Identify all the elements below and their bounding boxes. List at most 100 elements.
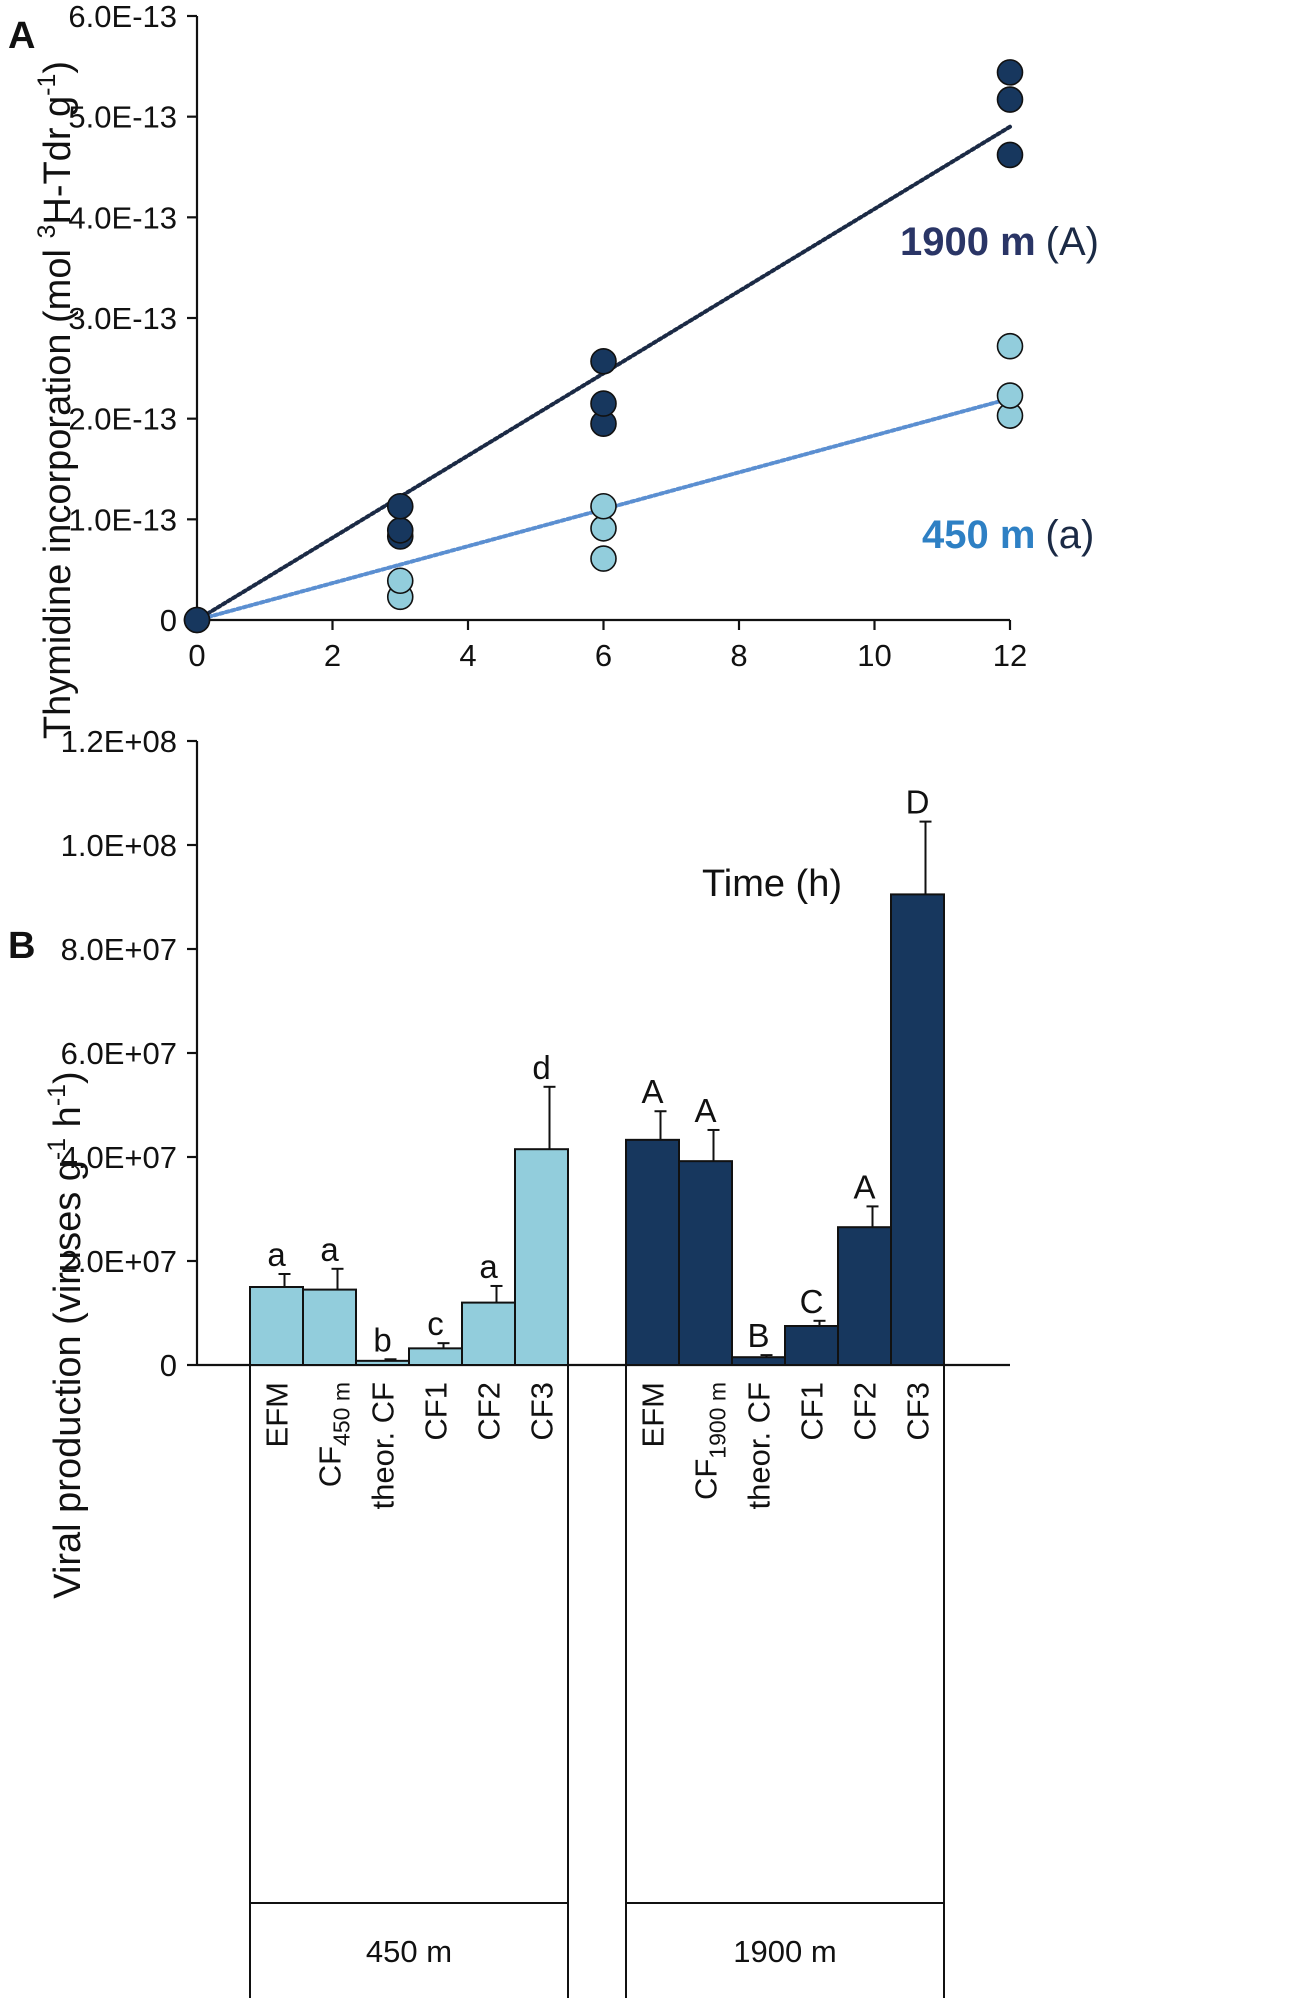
significance-letter: B [747, 1317, 769, 1354]
series-1900m-point [996, 141, 1024, 169]
bar-450m-5 [461, 1301, 516, 1366]
significance-letter: c [427, 1305, 444, 1342]
bar-450m-1 [249, 1286, 304, 1366]
panel-a-x-tick-label: 0 [188, 638, 205, 673]
panel-a-y-title-sup1: 3 [33, 225, 61, 239]
category-label: theor. CF [742, 1382, 777, 1510]
category-label: CF2 [472, 1382, 507, 1441]
bar-450m-6 [514, 1148, 569, 1366]
group-label: 1900 m [733, 1934, 836, 1969]
panel-a-x-tick-label: 12 [993, 638, 1027, 673]
panel-b-bar-chart: B 0 2.0E+07 4.0E+07 6.0E+07 8.0E+07 1.0E+08 1.… [8, 724, 1010, 1998]
series-1900m-point [386, 517, 414, 544]
series-1900m-points [183, 59, 1024, 634]
panel-a-x-tick-label: 8 [730, 638, 747, 673]
panel-a-x-tick-label: 10 [857, 638, 891, 673]
series-450m-point [996, 332, 1024, 360]
panel-a-y-title-end: ) [37, 61, 79, 74]
panel-a-y-title-main: Thymidine incorporation (mol [37, 239, 79, 740]
panel-b-y-tick-label: 1.0E+08 [61, 828, 177, 863]
category-label: theor. CF [366, 1382, 401, 1510]
panel-a-y-title-mid: H-Tdr g [37, 96, 79, 225]
panel-b-y-tick-label: 8.0E+07 [61, 932, 177, 967]
panel-b-y-axis-title: Viral production (viruses g-1 h-1) [43, 1071, 89, 1598]
bar-450m-2 [302, 1288, 357, 1366]
significance-letter: b [373, 1321, 391, 1358]
category-label: CF2 [848, 1382, 883, 1441]
category-label: CF1 [419, 1382, 454, 1441]
significance-letter: a [267, 1236, 286, 1273]
panel-a-y-ticks: 0 1.0E-13 2.0E-13 3.0E-13 4.0E-13 5.0E-13 6.0E… [68, 0, 197, 638]
category-label: CF3 [901, 1382, 936, 1441]
panel-b-letter: B [8, 925, 35, 967]
significance-letter: A [694, 1092, 716, 1129]
panel-b-y-title-sup2: -1 [43, 1084, 71, 1106]
panel-b-y-title-mid: h [47, 1106, 89, 1138]
panel-a-scatter-chart: A 0 1.0E-13 2.0E-13 3.0E-13 4.0E-13 5.0E-13 6.… [8, 0, 1099, 905]
panel-a-y-tick-label: 4.0E-13 [68, 200, 177, 235]
panel-b-y-tick-label: 2.0E+07 [61, 1244, 177, 1279]
category-label: CF3 [525, 1382, 560, 1441]
panel-b-y-title-sup1: -1 [43, 1138, 71, 1160]
panel-a-x-tick-label: 2 [324, 638, 341, 673]
bar-1900m-5 [837, 1226, 892, 1366]
significance-letter: A [853, 1168, 875, 1205]
significance-letter: d [532, 1049, 550, 1086]
panel-b-y-tick-label: 0 [160, 1348, 177, 1383]
panel-b-bars [249, 893, 945, 1367]
panel-a-y-axis-title: Thymidine incorporation (mol 3H-Tdr g-1) [33, 61, 79, 739]
category-label: EFM [636, 1382, 671, 1447]
panel-b-group-brackets: 450 m 1900 m [249, 1365, 945, 1998]
bar-450m-4 [408, 1347, 463, 1366]
panel-b-y-tick-label: 6.0E+07 [61, 1036, 177, 1071]
series-1900m-significance: (A) [1046, 220, 1099, 264]
panel-a-x-axis-title: Time (h) [702, 863, 842, 905]
series-1900m-name: 1900 m [900, 220, 1036, 264]
panel-a-y-tick-label: 3.0E-13 [68, 301, 177, 336]
panel-b-category-labels: EFM CF450 m theor. CF CF1 CF2 CF3 EFM CF1900 m t… [260, 1382, 936, 1510]
series-450m-label: 450 m (a) [922, 513, 1094, 557]
panel-a-letter: A [8, 15, 35, 57]
series-1900m-point [590, 390, 617, 417]
panel-a-y-title-sup2: -1 [33, 74, 61, 96]
panel-a-y-tick-label: 0 [160, 603, 177, 638]
category-label: CF1 [795, 1382, 830, 1441]
significance-letter: A [641, 1073, 663, 1110]
panel-a-y-tick-label: 1.0E-13 [68, 502, 177, 537]
panel-b-y-tick-label: 4.0E+07 [61, 1140, 177, 1175]
bar-1900m-1 [625, 1138, 680, 1366]
series-450m-point [590, 545, 617, 572]
series-450m-significance: (a) [1045, 513, 1094, 557]
group-label: 450 m [366, 1934, 452, 1969]
panel-a-x-ticks: 0 2 4 6 8 10 12 [188, 620, 1027, 673]
significance-letter: D [906, 784, 930, 821]
category-label: EFM [260, 1382, 295, 1447]
series-450m-point [996, 382, 1024, 409]
panel-b-y-title-end: ) [47, 1071, 89, 1084]
series-450m-point [386, 567, 414, 595]
series-450m-point [590, 515, 617, 542]
panel-a-y-tick-label: 5.0E-13 [68, 100, 177, 135]
series-1900m-point [996, 86, 1024, 113]
panel-a-x-tick-label: 4 [459, 638, 476, 673]
series-1900m-point [590, 347, 617, 375]
panel-a-y-tick-label: 2.0E-13 [68, 402, 177, 437]
bar-1900m-2 [678, 1160, 733, 1367]
series-450m-name: 450 m [922, 513, 1035, 557]
bar-1900m-6 [890, 893, 945, 1367]
panel-b-y-title-main: Viral production (viruses g [47, 1160, 89, 1599]
bar-450m-3 [355, 1359, 410, 1366]
category-label: CF1900 m [689, 1382, 731, 1500]
bar-1900m-4 [784, 1325, 839, 1366]
panel-b-y-ticks: 0 2.0E+07 4.0E+07 6.0E+07 8.0E+07 1.0E+08 1.2E… [61, 724, 197, 1383]
panel-b-y-tick-label: 1.2E+08 [61, 724, 177, 759]
panel-a-y-tick-label: 6.0E-13 [68, 0, 177, 34]
significance-letter: C [800, 1283, 824, 1320]
bar-1900m-3 [731, 1356, 786, 1366]
significance-letter: a [479, 1248, 498, 1285]
series-1900m-point [183, 606, 211, 634]
series-1900m-label: 1900 m (A) [900, 220, 1099, 264]
series-1900m-point [386, 492, 414, 520]
